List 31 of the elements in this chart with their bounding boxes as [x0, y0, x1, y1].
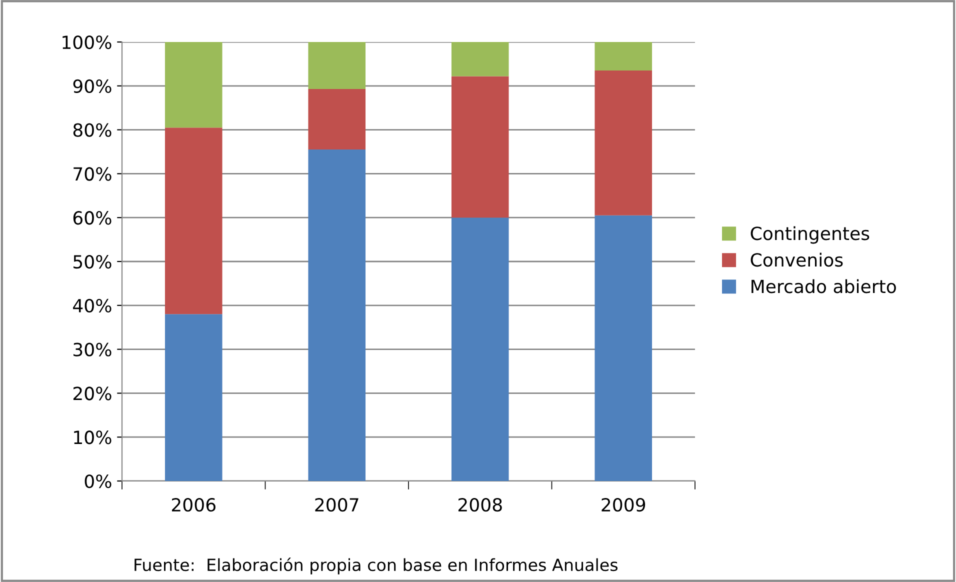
bar	[594, 42, 652, 71]
bar	[308, 150, 366, 481]
bar	[164, 42, 222, 128]
y-tick-label: 60%	[73, 211, 112, 225]
bar	[594, 70, 652, 216]
legend-label: Mercado abierto	[752, 279, 896, 294]
bar	[164, 314, 222, 481]
y-tick-label: 30%	[74, 342, 112, 356]
x-tick-label: 2009	[602, 498, 646, 512]
bar	[451, 218, 509, 481]
y-tick-label: 10%	[74, 430, 112, 444]
source-note: Fuente: Elaboración propia con base en Informes Anuales	[134, 558, 618, 574]
bar	[164, 128, 222, 314]
x-tick-label: 2007	[315, 498, 358, 512]
bar	[308, 42, 366, 89]
bar	[451, 42, 509, 76]
y-tick-label: 20%	[73, 386, 112, 400]
y-tick-label: 90%	[73, 79, 112, 94]
y-tick-label: 100%	[62, 35, 112, 50]
bar	[594, 215, 652, 481]
legend-label: Contingentes	[750, 226, 870, 244]
legend-label: Convenios	[750, 252, 843, 267]
y-tick-label: 70%	[74, 167, 112, 181]
y-tick-label: 0%	[84, 474, 112, 488]
bar	[308, 88, 366, 150]
y-tick-label: 50%	[74, 254, 112, 269]
y-tick-label: 40%	[73, 298, 112, 313]
x-tick-label: 2008	[458, 498, 502, 512]
y-tick-label: 80%	[73, 123, 112, 137]
x-tick-label: 2006	[172, 498, 216, 512]
bar	[451, 76, 509, 218]
